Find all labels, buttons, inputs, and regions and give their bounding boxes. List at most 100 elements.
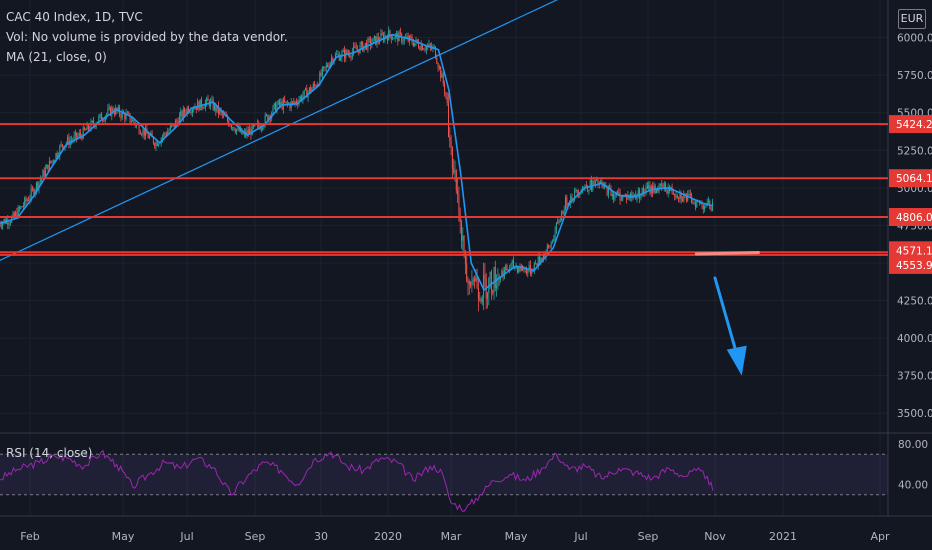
candle-body	[527, 270, 529, 274]
candle-body	[656, 189, 657, 194]
down-arrow-head	[726, 345, 747, 376]
level-badge: 4553.9	[889, 255, 932, 274]
candle-body	[457, 190, 459, 195]
candle-body	[509, 268, 511, 270]
candle-body	[334, 54, 336, 60]
candle-body	[126, 112, 128, 114]
candle-body	[0, 225, 2, 227]
rsi-legend[interactable]: RSI (14, close)	[6, 446, 93, 460]
candle-body	[59, 146, 61, 156]
candle-body	[308, 87, 310, 92]
candle-body	[199, 99, 201, 111]
candle-body	[645, 186, 647, 193]
candle-body	[626, 194, 628, 200]
candle-body	[80, 133, 82, 136]
candle-body	[197, 101, 199, 110]
candle-body	[236, 128, 238, 133]
candle-body	[329, 62, 331, 68]
candle-body	[449, 137, 451, 141]
candle-body	[350, 56, 352, 58]
level-badge-label: 4571.1	[896, 245, 932, 257]
level-badge: 4806.0	[889, 208, 932, 226]
candle-body	[385, 35, 387, 37]
candle-body	[594, 180, 596, 184]
level-badge-bg	[889, 241, 932, 260]
candle-body	[86, 124, 88, 130]
candle-body	[78, 133, 80, 136]
candle-body	[149, 135, 150, 138]
candle-body	[606, 186, 608, 196]
candle-body	[450, 140, 452, 148]
time-axis: Feb May Jul Sep 30 2020 Mar May Jul Sep Nov 2021 Apr	[20, 530, 890, 543]
candle-body	[246, 130, 248, 136]
rsi-tick-label: 80.00	[898, 439, 928, 451]
candle-body	[399, 32, 401, 34]
candle-body	[701, 202, 703, 206]
candle-body	[185, 112, 187, 114]
candle-body	[221, 111, 223, 115]
candle-body	[388, 30, 390, 41]
candle-body	[420, 45, 422, 50]
candle-body	[129, 113, 131, 122]
candle-body	[558, 221, 560, 223]
time-tick-label: May	[112, 530, 135, 543]
candle-body	[511, 260, 513, 264]
candle-body	[672, 193, 674, 195]
candle-body	[22, 205, 24, 207]
candle-body	[679, 193, 681, 199]
candle-body	[559, 220, 561, 223]
candle-body	[112, 107, 114, 113]
candle-body	[184, 108, 186, 113]
candle-body	[130, 121, 132, 123]
candle-body	[20, 206, 22, 209]
ma-legend[interactable]: MA (21, close, 0)	[6, 50, 107, 64]
currency-badge[interactable]: EUR	[898, 9, 926, 29]
candle-body	[212, 99, 214, 110]
candle-body	[60, 144, 62, 146]
candle-body	[77, 135, 79, 138]
candle-body	[458, 194, 460, 215]
candle-body	[253, 124, 254, 127]
candle-body	[206, 98, 208, 103]
candle-body	[181, 111, 183, 118]
candle-body	[194, 107, 196, 110]
candle-body	[591, 180, 592, 190]
price-tick-label: 4250.0	[897, 296, 932, 308]
candle-body	[514, 267, 516, 269]
candle-body	[305, 88, 306, 90]
candle-body	[463, 235, 465, 251]
candle-body	[113, 112, 115, 115]
candle-body	[91, 121, 93, 122]
candle-body	[492, 290, 494, 293]
candle-body	[394, 34, 396, 39]
candle-body	[48, 160, 50, 171]
candle-body	[272, 106, 274, 114]
candle-body	[355, 46, 357, 50]
candle-body	[306, 88, 308, 98]
candle-body	[32, 188, 33, 190]
candle-body	[323, 66, 325, 69]
candle-body	[619, 193, 621, 201]
candle-body	[169, 125, 171, 131]
candle-body	[292, 101, 293, 103]
candle-body	[314, 84, 316, 86]
candle-body	[76, 132, 78, 138]
candle-body	[553, 239, 555, 242]
candle-body	[535, 263, 537, 265]
candle-body	[617, 192, 618, 194]
candle-body	[55, 153, 57, 161]
candle-body	[24, 197, 26, 206]
candle-body	[536, 263, 538, 267]
candle-body	[84, 127, 85, 130]
candle-body	[496, 285, 498, 288]
candle-body	[513, 260, 514, 268]
candle-body	[437, 63, 439, 68]
candle-body	[695, 203, 696, 208]
candle-body	[19, 207, 20, 209]
candle-body	[676, 195, 678, 198]
candle-body	[637, 189, 639, 196]
candle-body	[368, 38, 370, 40]
candle-body	[30, 188, 32, 199]
